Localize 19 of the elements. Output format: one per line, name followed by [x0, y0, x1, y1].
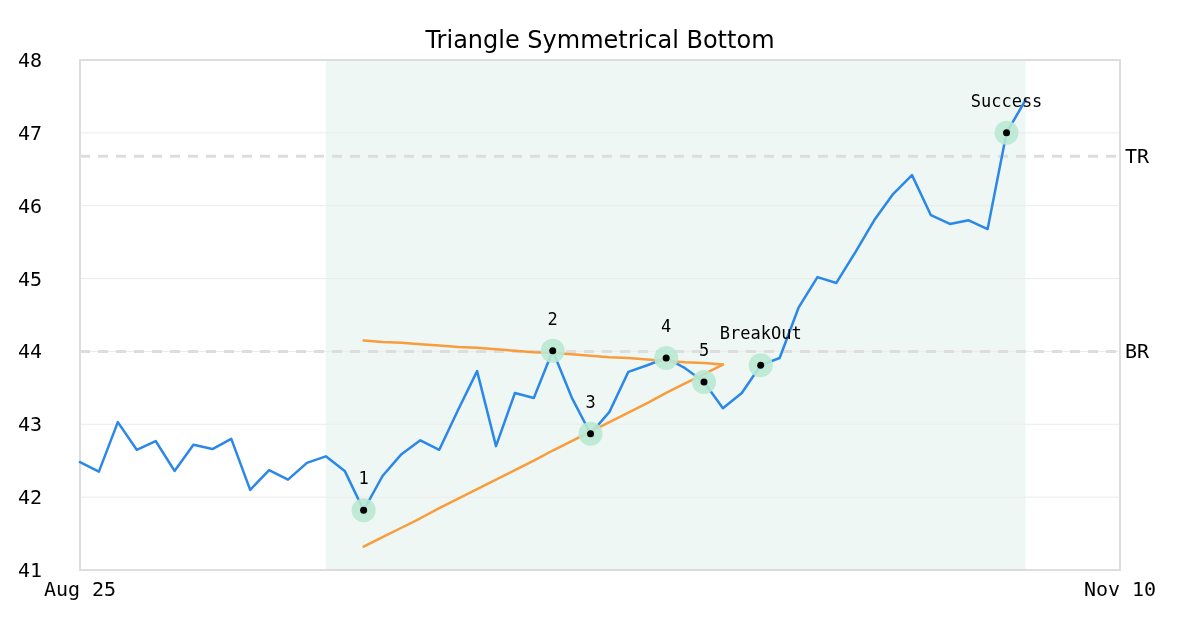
annotation: 4: [661, 315, 672, 336]
annotation: 5: [698, 340, 710, 361]
annotation: 2: [547, 308, 558, 329]
y-tick-label: 48: [18, 48, 43, 72]
y-tick-label: 41: [18, 558, 43, 582]
y-tick-label: 46: [18, 193, 43, 218]
annotation: 1: [358, 468, 369, 489]
ref-line-label: BR: [1125, 339, 1151, 364]
y-tick-label: 47: [18, 120, 43, 145]
ref-line-label: TR: [1125, 144, 1151, 169]
y-tick-label: 44: [18, 339, 43, 364]
x-tick-label: Nov 10: [1083, 577, 1157, 601]
y-tick-label: 43: [18, 412, 43, 437]
y-tick-label: 45: [18, 266, 43, 291]
annotation: Success: [970, 90, 1043, 111]
y-tick-label: 42: [18, 485, 43, 510]
x-tick-label: Aug 25: [43, 577, 117, 601]
annotation: 3: [585, 391, 596, 412]
chart-title: Triangle Symmetrical Bottom: [424, 26, 775, 54]
